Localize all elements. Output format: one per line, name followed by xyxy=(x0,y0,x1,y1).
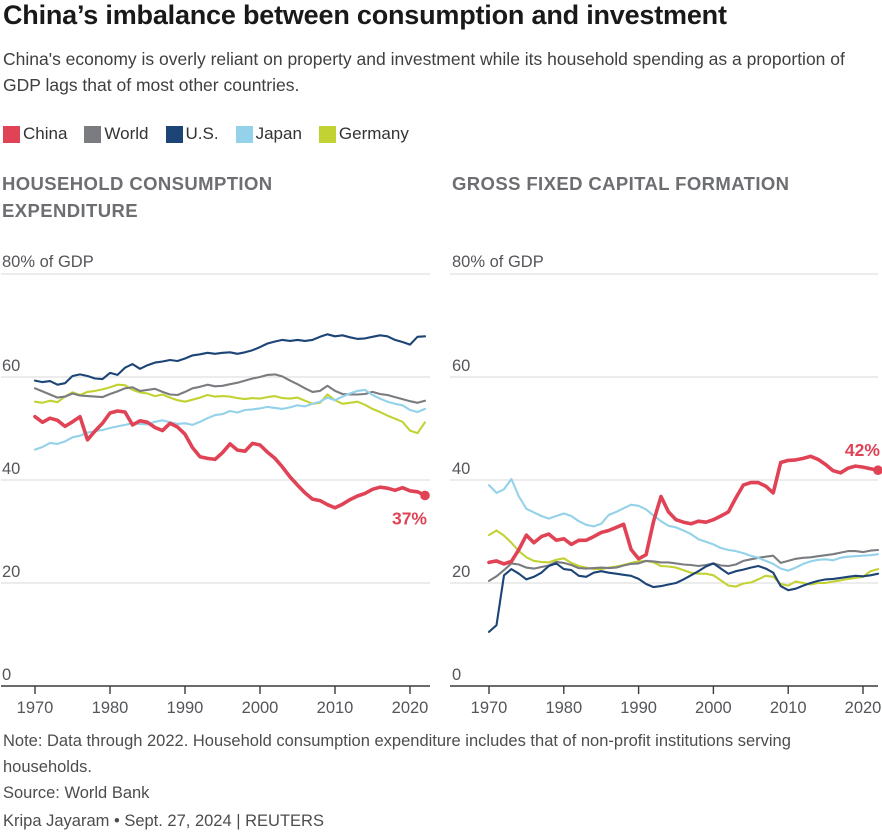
series-end-dot xyxy=(420,490,430,501)
line-germany-consumption xyxy=(33,383,427,435)
household-consumption-chart: 80% of GDP 60 40 20 0 1970 1980 1990 2000 2010 202… xyxy=(1,253,430,717)
y-tick-label-60: 60 xyxy=(452,357,470,375)
x-tick-label-1970: 1970 xyxy=(471,699,508,717)
legend-label: China xyxy=(23,124,68,143)
footnote: Note: Data through 2022. Household consu… xyxy=(3,732,791,776)
x-tick-label-1970: 1970 xyxy=(17,699,54,717)
x-tick-label-2020: 2020 xyxy=(845,699,882,717)
line-germany-investment xyxy=(487,529,880,588)
legend-swatch-icon xyxy=(318,125,336,143)
legend-label: Germany xyxy=(338,124,409,143)
line-japan-consumption xyxy=(33,388,427,451)
legend: China World U.S. Japan Germany xyxy=(3,124,409,144)
line-world-investment xyxy=(487,548,880,582)
page-subtitle: China's economy is overly reliant on pro… xyxy=(3,49,845,95)
legend-swatch-icon xyxy=(235,125,253,143)
x-tick-label-2010: 2010 xyxy=(317,699,354,717)
x-tick-label-1990: 1990 xyxy=(620,699,657,717)
chart-title-capital-formation: GROSS FIXED CAPITAL FORMATION xyxy=(452,173,790,194)
x-tick-label-2020: 2020 xyxy=(392,699,429,717)
legend-label: World xyxy=(104,124,149,143)
source-line: Source: World Bank xyxy=(3,784,150,802)
y-tick-label-0: 0 xyxy=(452,666,461,684)
legend-item-world: World xyxy=(84,124,149,144)
x-tick-label-1980: 1980 xyxy=(92,699,129,717)
y-tick-label-40: 40 xyxy=(452,460,470,478)
legend-swatch-icon xyxy=(84,125,102,143)
y-axis-top-label: 80% of GDP xyxy=(2,253,94,271)
y-tick-label-60: 60 xyxy=(2,357,20,375)
capital-formation-chart: 80% of GDP 60 40 20 0 1970 1980 1990 2000 2010 202… xyxy=(450,253,882,717)
legend-item-us: U.S. xyxy=(165,124,219,144)
legend-swatch-icon xyxy=(3,125,20,143)
x-tick-label-1990: 1990 xyxy=(167,699,204,717)
y-tick-label-40: 40 xyxy=(2,460,20,478)
line-china-investment xyxy=(487,454,880,566)
chart-title-household-consumption: HOUSEHOLD CONSUMPTION EXPENDITURE xyxy=(2,173,273,221)
x-tick-label-2000: 2000 xyxy=(242,699,279,717)
line-world-consumption xyxy=(33,373,427,404)
line-japan-investment xyxy=(487,477,880,572)
series-end-dot xyxy=(873,465,882,476)
y-tick-label-20: 20 xyxy=(452,563,470,581)
y-axis-top-label: 80% of GDP xyxy=(452,253,544,271)
y-tick-label-0: 0 xyxy=(2,666,11,684)
latest-value-label: 42% xyxy=(845,440,880,460)
line-china-consumption xyxy=(33,409,427,510)
legend-label: U.S. xyxy=(185,124,219,143)
legend-item-china: China xyxy=(3,124,67,144)
byline: Kripa Jayaram • Sept. 27, 2024 | REUTERS xyxy=(3,812,324,830)
x-tick-label-1980: 1980 xyxy=(545,699,582,717)
line-us-consumption xyxy=(33,333,427,386)
legend-swatch-icon xyxy=(165,125,183,143)
x-tick-label-2000: 2000 xyxy=(695,699,732,717)
legend-item-germany: Germany xyxy=(318,124,409,144)
legend-label: Japan xyxy=(255,124,302,143)
line-us-investment xyxy=(487,562,880,633)
x-tick-label-2010: 2010 xyxy=(770,699,807,717)
y-tick-label-20: 20 xyxy=(2,563,20,581)
latest-value-label: 37% xyxy=(392,508,427,528)
page-title: China’s imbalance between consumption an… xyxy=(3,0,727,30)
legend-item-japan: Japan xyxy=(235,124,302,144)
